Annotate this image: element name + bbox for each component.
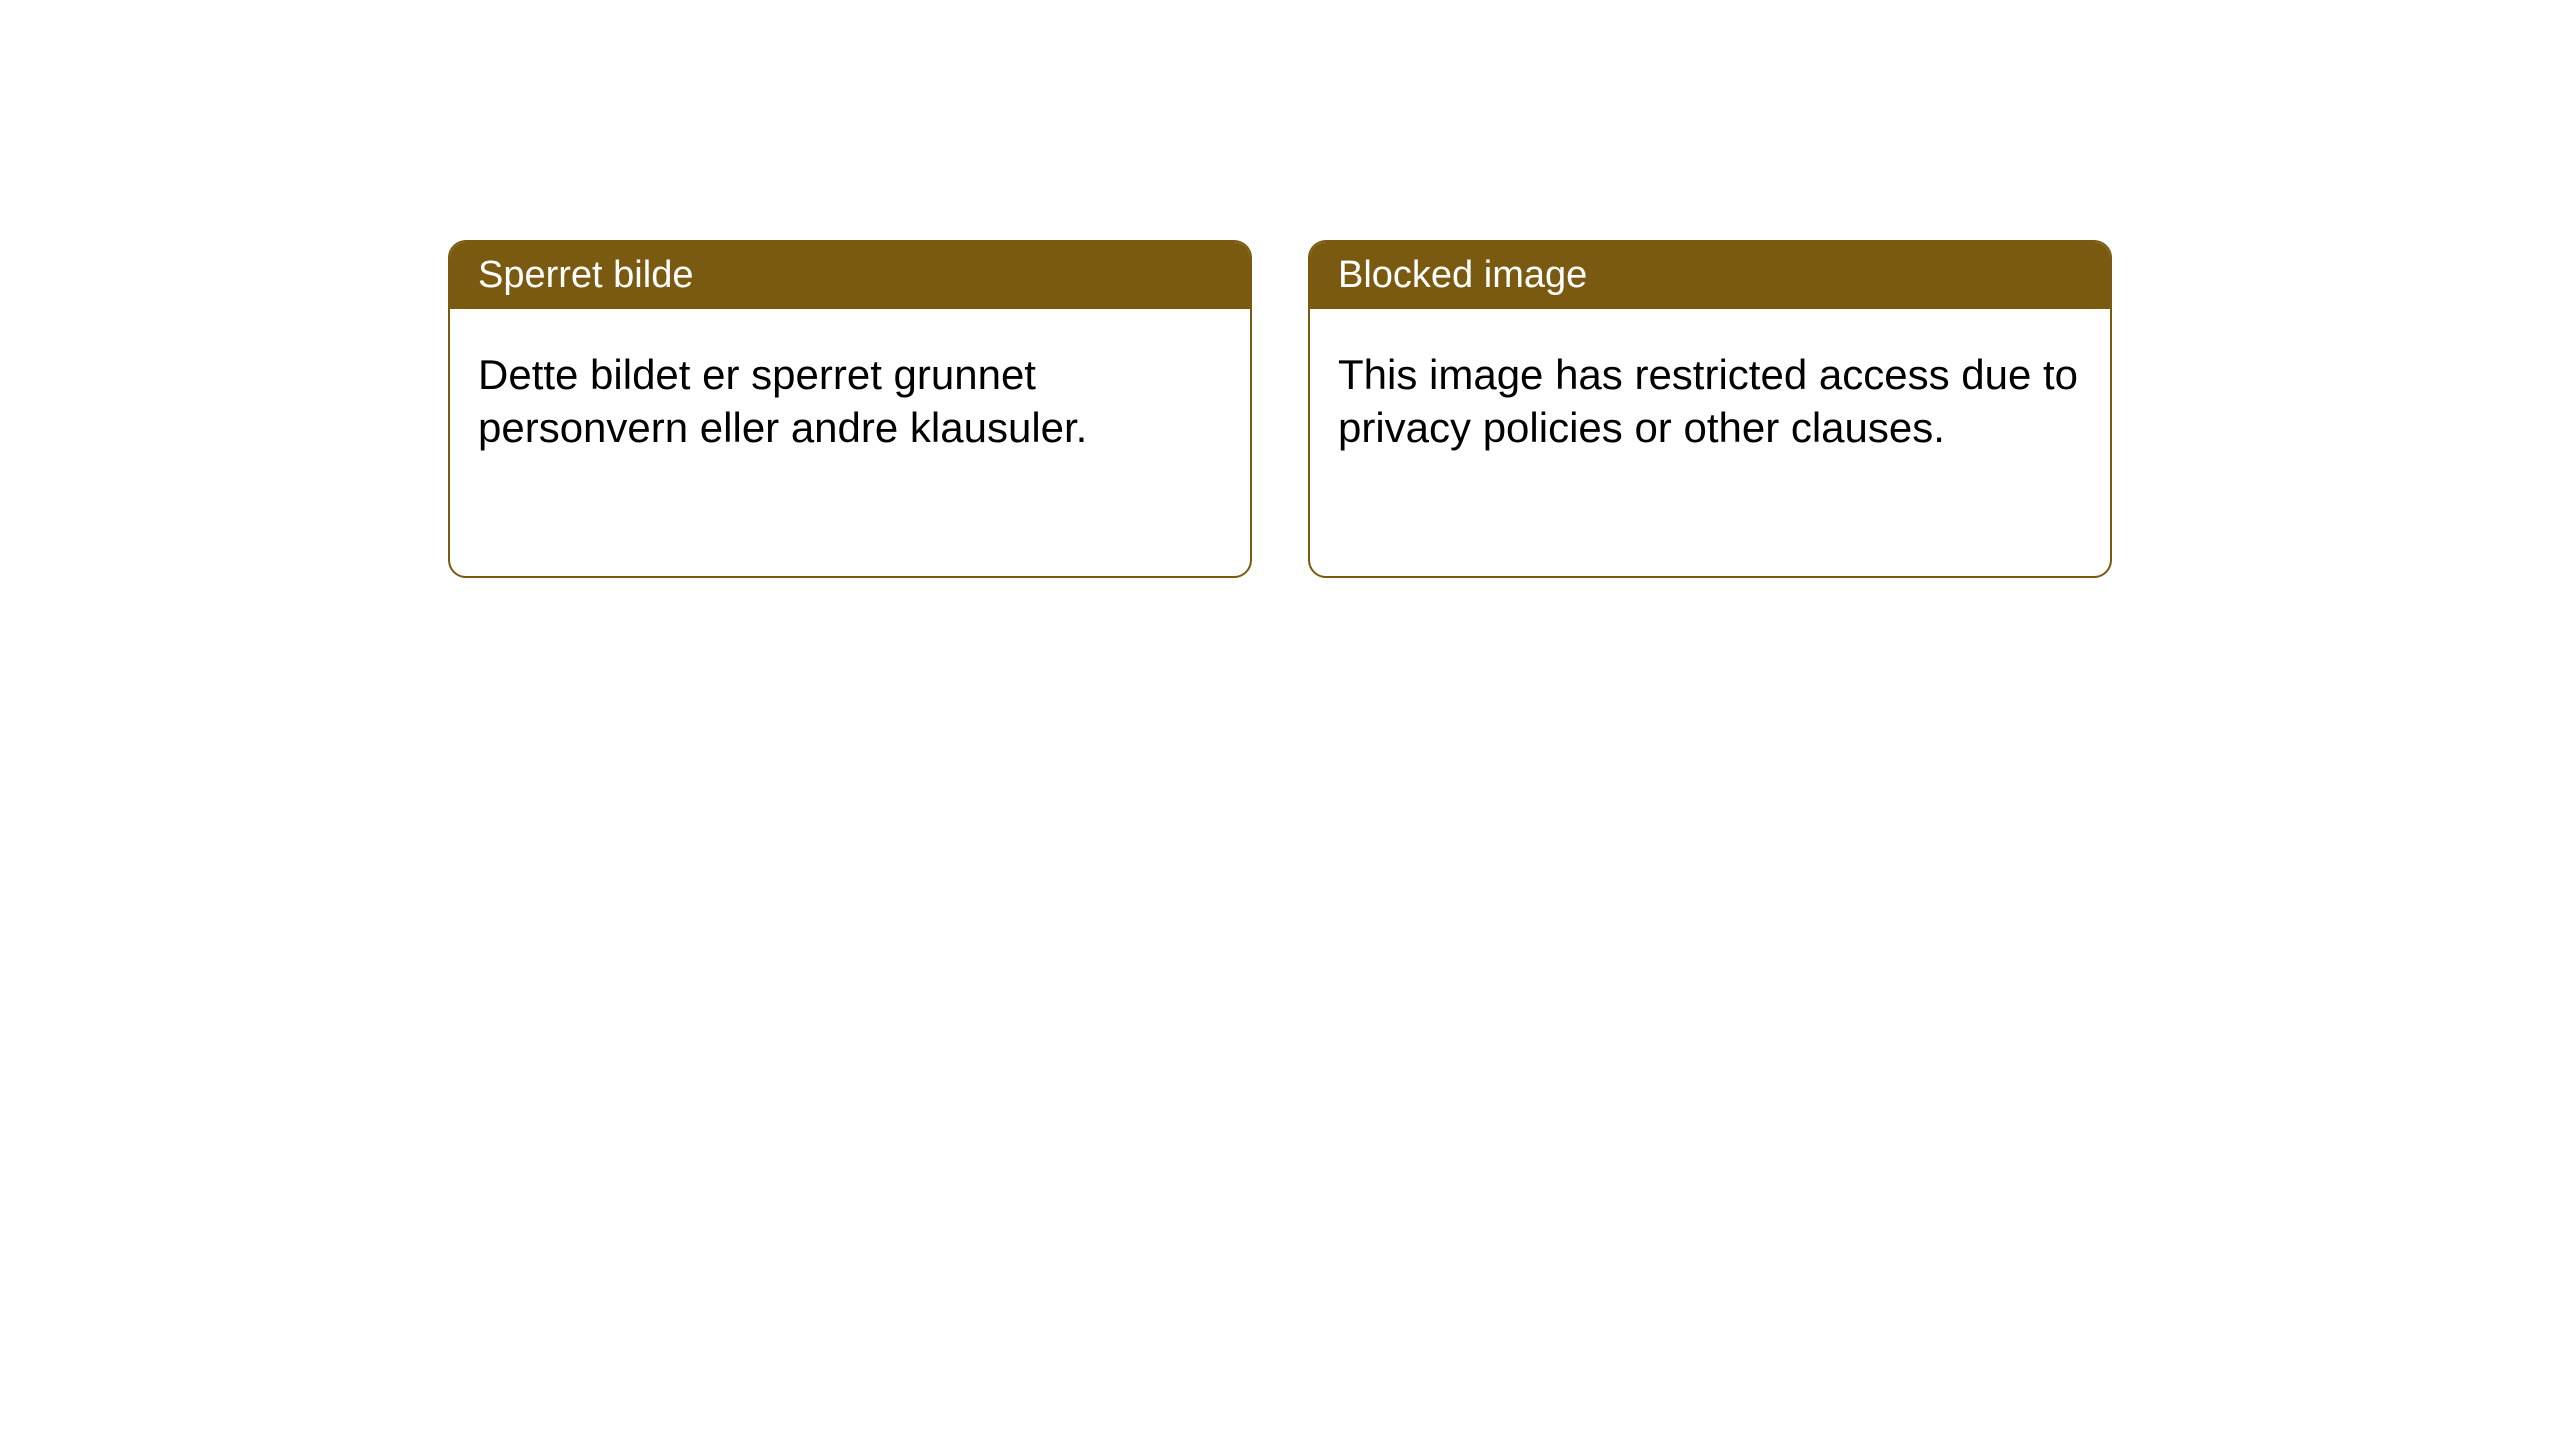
blocked-image-card-norwegian: Sperret bilde Dette bildet er sperret gr… — [448, 240, 1252, 578]
card-body-norwegian: Dette bildet er sperret grunnet personve… — [450, 309, 1250, 494]
notice-container: Sperret bilde Dette bildet er sperret gr… — [448, 240, 2112, 578]
blocked-image-card-english: Blocked image This image has restricted … — [1308, 240, 2112, 578]
card-body-english: This image has restricted access due to … — [1310, 309, 2110, 494]
card-header-norwegian: Sperret bilde — [450, 242, 1250, 309]
card-title-norwegian: Sperret bilde — [478, 254, 693, 296]
card-header-english: Blocked image — [1310, 242, 2110, 309]
card-title-english: Blocked image — [1338, 254, 1587, 296]
card-message-english: This image has restricted access due to … — [1338, 351, 2078, 451]
card-message-norwegian: Dette bildet er sperret grunnet personve… — [478, 351, 1087, 451]
